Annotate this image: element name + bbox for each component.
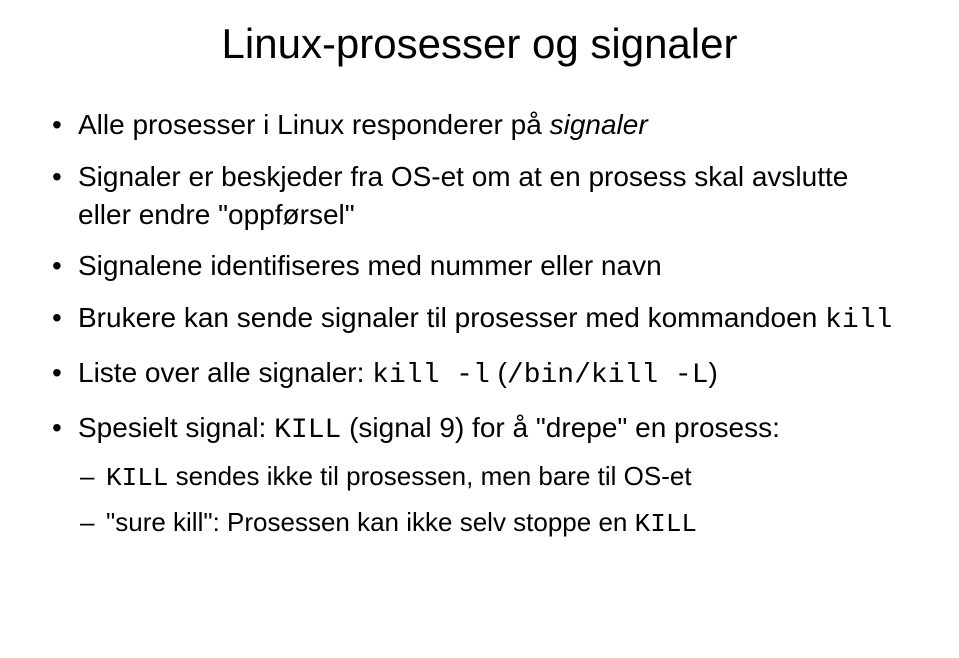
bullet-text: ( <box>490 357 507 388</box>
bullet-item: Spesielt signal: KILL (signal 9) for å "… <box>50 409 909 543</box>
code-text: KILL <box>635 509 697 539</box>
bullet-italic: signaler <box>550 109 648 140</box>
bullet-text: "sure kill": Prosessen kan ikke selv sto… <box>106 507 635 537</box>
sub-item: KILL sendes ikke til prosessen, men bare… <box>78 458 909 496</box>
slide: Linux-prosesser og signaler Alle prosess… <box>0 0 959 658</box>
slide-title: Linux-prosesser og signaler <box>50 20 909 68</box>
bullet-text: Spesielt signal: <box>78 412 274 443</box>
bullet-text: Alle prosesser i Linux responderer på <box>78 109 550 140</box>
bullet-text: sendes ikke til prosessen, men bare til … <box>168 461 691 491</box>
bullet-text: Brukere kan sende signaler til prosesser… <box>78 302 825 333</box>
bullet-item: Liste over alle signaler: kill -l (/bin/… <box>50 354 909 395</box>
code-text: /bin/kill -L <box>507 360 709 391</box>
bullet-text: Signalene identifiseres med nummer eller… <box>78 250 662 281</box>
code-text: kill <box>825 305 892 336</box>
bullet-text: ) <box>709 357 718 388</box>
bullet-item: Alle prosesser i Linux responderer på si… <box>50 106 909 144</box>
code-text: KILL <box>274 415 341 446</box>
bullet-text: (signal 9) for å "drepe" en prosess: <box>341 412 780 443</box>
bullet-text: Signaler er beskjeder fra OS-et om at en… <box>78 161 848 230</box>
bullet-item: Signalene identifiseres med nummer eller… <box>50 247 909 285</box>
code-text: kill -l <box>372 360 490 391</box>
sub-list: KILL sendes ikke til prosessen, men bare… <box>78 458 909 543</box>
bullet-text: Liste over alle signaler: <box>78 357 372 388</box>
bullet-item: Signaler er beskjeder fra OS-et om at en… <box>50 158 909 234</box>
code-text: KILL <box>106 463 168 493</box>
sub-item: "sure kill": Prosessen kan ikke selv sto… <box>78 504 909 542</box>
bullet-list: Alle prosesser i Linux responderer på si… <box>50 106 909 542</box>
bullet-item: Brukere kan sende signaler til prosesser… <box>50 299 909 340</box>
